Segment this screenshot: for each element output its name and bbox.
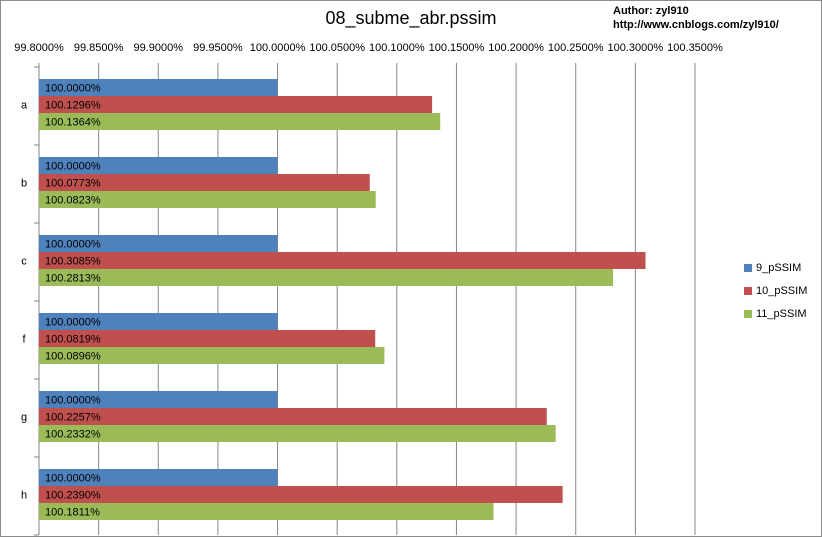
data-label: 100.0823%	[45, 195, 101, 207]
bar	[39, 79, 278, 96]
x-tick-label: 100.0500%	[309, 42, 365, 54]
chart-title: 08_subme_abr.pssim	[325, 8, 497, 28]
bar	[39, 252, 646, 269]
data-label: 100.3085%	[45, 256, 101, 268]
bar	[39, 503, 494, 520]
data-label: 100.0000%	[45, 395, 101, 407]
legend-label: 10_pSSIM	[756, 284, 808, 297]
data-label: 100.1364%	[45, 117, 101, 129]
data-label: 100.0000%	[45, 161, 101, 173]
x-tick-label: 99.9000%	[133, 42, 183, 54]
x-tick-label: 100.1000%	[369, 42, 425, 54]
data-label: 100.1296%	[45, 100, 101, 112]
category-label: f	[22, 334, 26, 346]
legend-entry: 11_pSSIM	[744, 302, 807, 325]
x-tick-label: 100.2000%	[488, 42, 544, 54]
category-label: g	[21, 412, 27, 424]
bar	[39, 313, 278, 330]
category-label: h	[21, 490, 27, 502]
bar	[39, 486, 563, 503]
bar	[39, 408, 547, 425]
bar	[39, 235, 278, 252]
x-tick-label: 100.1500%	[429, 42, 485, 54]
legend-label: 9_pSSIM	[756, 261, 802, 274]
data-label: 100.0000%	[45, 473, 101, 485]
author-url: http://www.cnblogs.com/zyl910/	[613, 19, 779, 31]
legend: 9_pSSIM 10_pSSIM 11_pSSIM	[744, 256, 807, 325]
data-label: 100.0819%	[45, 334, 101, 346]
data-label: 100.0773%	[45, 178, 101, 190]
legend-swatch	[744, 286, 752, 295]
category-label: b	[21, 178, 27, 190]
bar	[39, 391, 278, 408]
x-tick-label: 99.8000%	[14, 42, 64, 54]
bar	[39, 347, 385, 364]
bar	[39, 269, 614, 286]
bar	[39, 96, 433, 113]
data-label: 100.2332%	[45, 429, 101, 441]
legend-swatch	[744, 263, 752, 272]
legend-label: 11_pSSIM	[756, 307, 807, 320]
bar	[39, 174, 370, 191]
data-label: 100.2390%	[45, 490, 101, 502]
bar	[39, 191, 376, 208]
x-tick-label: 100.2500%	[548, 42, 604, 54]
x-tick-label: 100.3000%	[608, 42, 664, 54]
data-label: 100.2813%	[45, 273, 101, 285]
data-label: 100.0000%	[45, 239, 101, 251]
bar	[39, 425, 556, 442]
bar	[39, 157, 278, 174]
legend-swatch	[744, 309, 752, 318]
author-credit: Author: zyl910 http://www.cnblogs.com/zy…	[613, 4, 779, 32]
bar	[39, 113, 441, 130]
legend-entry: 10_pSSIM	[744, 279, 807, 302]
x-tick-label: 99.8500%	[74, 42, 124, 54]
x-tick-label: 100.0000%	[250, 42, 306, 54]
category-label: a	[21, 100, 28, 112]
x-tick-label: 100.3500%	[667, 42, 723, 54]
data-label: 100.0000%	[45, 83, 101, 95]
category-label: c	[21, 256, 27, 268]
author-name: Author: zyl910	[613, 5, 689, 17]
bar	[39, 330, 376, 347]
data-label: 100.0896%	[45, 351, 101, 363]
data-label: 100.1811%	[45, 507, 100, 519]
data-label: 100.2257%	[45, 412, 101, 424]
data-label: 100.0000%	[45, 317, 101, 329]
x-tick-label: 99.9500%	[193, 42, 243, 54]
legend-entry: 9_pSSIM	[744, 256, 807, 279]
bar	[39, 469, 278, 486]
